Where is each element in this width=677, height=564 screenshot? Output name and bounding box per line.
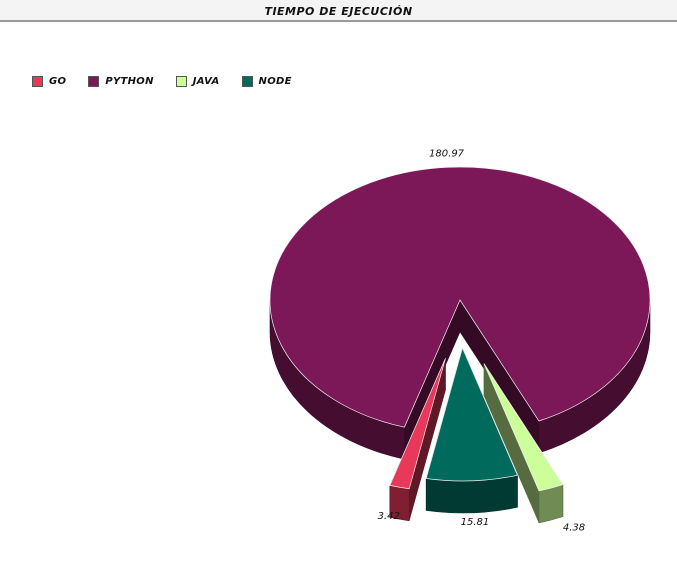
legend-item-java[interactable]: JAVA — [175, 76, 220, 87]
data-label-go: 3.42 — [378, 511, 400, 522]
legend-label-python: PYTHON — [105, 76, 154, 87]
legend-item-node[interactable]: NODE — [241, 76, 292, 87]
pie-slice-go[interactable] — [389, 358, 446, 522]
legend-swatch-go — [32, 76, 43, 87]
legend: GO PYTHON JAVA NODE — [32, 76, 314, 87]
legend-swatch-node — [241, 76, 253, 87]
pie-slice-java[interactable] — [483, 362, 564, 524]
legend-item-python[interactable]: PYTHON — [88, 76, 153, 87]
legend-label-java: JAVA — [192, 76, 220, 87]
legend-swatch-python — [88, 76, 100, 87]
data-label-java: 4.38 — [563, 523, 585, 534]
pie-slice-python[interactable] — [269, 166, 651, 460]
legend-label-go: GO — [49, 76, 67, 87]
legend-label-node: NODE — [258, 76, 292, 87]
chart-title: TIEMPO DE EJECUCIÓN — [264, 5, 413, 18]
data-label-node: 15.81 — [461, 517, 490, 528]
legend-item-go[interactable]: GO — [32, 76, 66, 87]
pie-slice-node[interactable] — [425, 346, 518, 514]
title-bar — [0, 0, 677, 22]
legend-swatch-java — [175, 76, 187, 87]
data-label-python: 180.97 — [429, 149, 465, 160]
